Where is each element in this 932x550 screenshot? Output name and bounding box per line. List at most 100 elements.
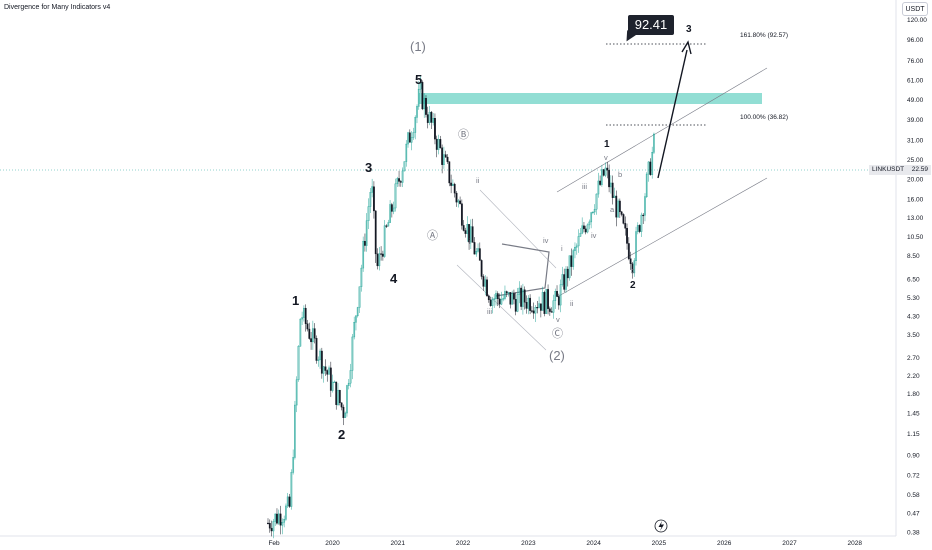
- candle-body: [396, 178, 399, 185]
- wave-label[interactable]: iv: [591, 231, 597, 240]
- candle-body: [466, 224, 469, 234]
- wave-label[interactable]: iii: [582, 182, 587, 191]
- wave-label[interactable]: Ⓒ: [552, 327, 563, 340]
- wave-label[interactable]: 3: [686, 24, 692, 35]
- wave-label[interactable]: Ⓑ: [458, 128, 469, 141]
- candle-body: [620, 211, 623, 215]
- candle-body: [369, 192, 372, 207]
- candle-body: [288, 496, 291, 507]
- wave-label[interactable]: (2): [549, 348, 565, 363]
- x-tick-label: 2022: [456, 540, 471, 547]
- indicator-label[interactable]: Divergence for Many Indicators v4: [4, 4, 111, 11]
- candle-body: [493, 298, 496, 300]
- resistance-zone[interactable]: [419, 93, 762, 104]
- lightning-icon[interactable]: [654, 519, 668, 533]
- candle-body: [364, 240, 366, 246]
- x-tick-label: 2023: [521, 540, 536, 547]
- wave-label[interactable]: c: [631, 266, 635, 275]
- candle-body: [408, 132, 411, 143]
- wave-label[interactable]: (1): [410, 39, 426, 54]
- candle-body: [617, 200, 619, 218]
- candle-body: [502, 298, 505, 300]
- candle-body: [554, 291, 557, 301]
- currency-button[interactable]: USDT: [902, 2, 928, 16]
- candle-body: [516, 294, 519, 312]
- candle-body: [527, 297, 530, 309]
- wave-label[interactable]: 2: [630, 280, 636, 291]
- y-tick-label: 61.00: [907, 77, 924, 84]
- candle-body: [299, 318, 302, 347]
- y-tick-label: 49.00: [907, 97, 924, 104]
- candle-body: [548, 308, 551, 312]
- triangle-pattern[interactable]: [495, 243, 550, 297]
- candle-body: [653, 133, 655, 153]
- candle-body: [303, 307, 305, 318]
- candle-body: [543, 292, 546, 314]
- candle-body: [468, 224, 470, 243]
- candle-body: [290, 472, 293, 507]
- candle-body: [403, 161, 406, 172]
- y-tick-label: 3.50: [907, 332, 920, 339]
- channel-upper-line[interactable]: [556, 67, 768, 193]
- candle-body: [509, 292, 512, 305]
- candle-body: [523, 289, 526, 303]
- candle-body: [326, 370, 329, 375]
- candle-body: [383, 225, 386, 257]
- x-tick-label: 2027: [782, 540, 797, 547]
- wave-label[interactable]: 2: [338, 427, 345, 442]
- wave-label[interactable]: Ⓐ: [427, 229, 438, 242]
- candle-body: [455, 192, 458, 203]
- fib-label-100: 100.00% (36.82): [740, 114, 789, 121]
- wave-label[interactable]: i: [561, 244, 563, 253]
- wave-label[interactable]: 5: [415, 72, 422, 87]
- candle-body: [331, 381, 334, 391]
- wave-label[interactable]: ii: [476, 176, 480, 185]
- wave-label[interactable]: iv: [543, 236, 549, 245]
- candle-body: [328, 367, 330, 375]
- candle-body: [645, 173, 648, 197]
- wave-label[interactable]: a: [610, 205, 615, 214]
- wave-label[interactable]: 3: [365, 160, 372, 175]
- wave-c-upper-line[interactable]: [479, 189, 557, 269]
- wave-label[interactable]: 4: [390, 271, 398, 286]
- candle-body: [448, 161, 451, 184]
- candle-body: [421, 82, 424, 110]
- candle-body: [530, 310, 533, 312]
- projection-arrow[interactable]: [657, 49, 688, 179]
- candle-body: [419, 82, 422, 90]
- y-tick-label: 16.00: [907, 197, 924, 204]
- candle-body: [635, 231, 637, 262]
- channel-lower-line[interactable]: [556, 177, 768, 298]
- candle-body: [638, 225, 641, 232]
- price-tag-value: 22.59: [911, 166, 928, 173]
- y-tick-label: 1.80: [907, 391, 920, 398]
- wave-c-lower-line[interactable]: [456, 264, 547, 351]
- y-tick-label: 25.00: [907, 157, 924, 164]
- candle-body: [294, 404, 296, 458]
- wave-label[interactable]: 1: [604, 139, 610, 150]
- wave-label[interactable]: v: [556, 315, 560, 324]
- candle-body: [559, 284, 562, 306]
- candle-body: [434, 118, 436, 140]
- wave-label[interactable]: 1: [292, 293, 299, 308]
- candle-body: [550, 311, 553, 313]
- candle-body: [349, 370, 352, 384]
- candle-body: [609, 182, 612, 188]
- candle-body: [464, 230, 467, 234]
- wave-label[interactable]: v: [604, 153, 608, 162]
- wave-label[interactable]: ii: [570, 299, 574, 308]
- candle-body: [353, 322, 356, 338]
- target-price-callout[interactable]: 92.41: [628, 15, 674, 35]
- candle-body: [529, 297, 531, 311]
- candle-body: [644, 196, 646, 216]
- candle-body: [566, 268, 569, 279]
- candle-body: [604, 167, 607, 176]
- wave-label[interactable]: i: [469, 237, 471, 246]
- wave-label[interactable]: iii: [487, 307, 492, 316]
- candle-body: [601, 169, 603, 185]
- candle-body: [611, 182, 614, 198]
- price-tag-symbol: LINKUSDT: [872, 166, 905, 173]
- wave-label[interactable]: b: [618, 170, 622, 179]
- candle-body: [624, 223, 627, 229]
- candle-body: [615, 195, 618, 218]
